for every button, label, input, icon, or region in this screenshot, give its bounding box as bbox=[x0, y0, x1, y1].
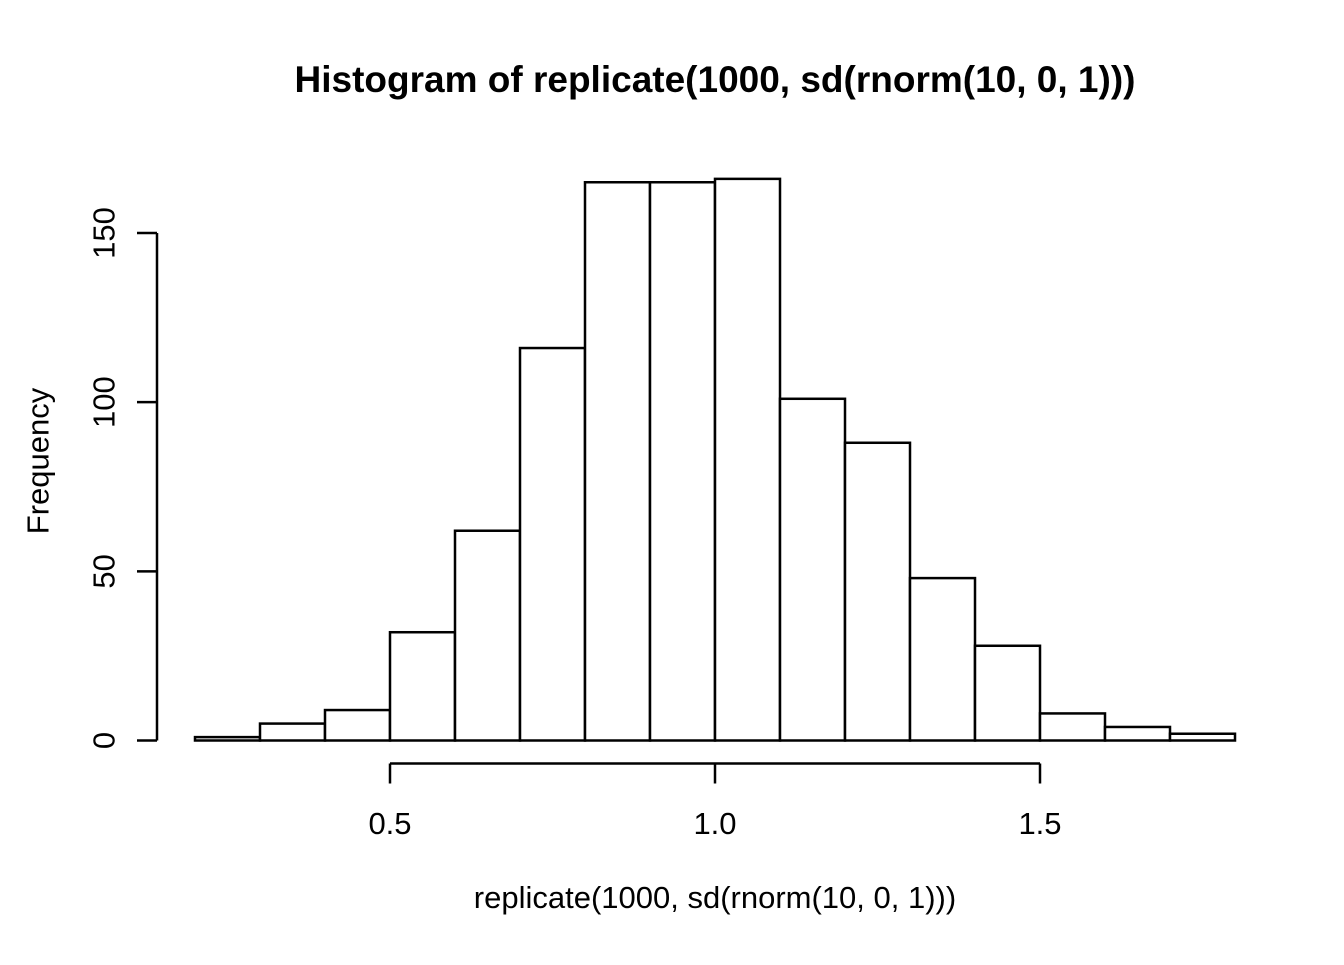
histogram-bar bbox=[1168, 732, 1237, 742]
histogram-bar bbox=[1038, 712, 1107, 742]
histogram-bar bbox=[323, 708, 392, 742]
histogram-bar bbox=[583, 181, 652, 742]
x-axis: 0.5 1.0 1.5 bbox=[368, 762, 1062, 841]
chart-title: Histogram of replicate(1000, sd(rnorm(10… bbox=[295, 59, 1136, 100]
histogram-bar bbox=[778, 397, 847, 742]
y-tick-label: 100 bbox=[87, 376, 122, 428]
histogram-bar bbox=[193, 735, 262, 742]
histogram-bar bbox=[258, 722, 327, 742]
x-tick-label: 0.5 bbox=[368, 806, 411, 841]
histogram-bar bbox=[1103, 725, 1172, 742]
y-axis-title: Frequency bbox=[21, 387, 56, 534]
bars-layer bbox=[193, 177, 1237, 742]
x-axis-title: replicate(1000, sd(rnorm(10, 0, 1))) bbox=[474, 880, 956, 915]
x-tick-label: 1.0 bbox=[693, 806, 736, 841]
y-tick-label: 50 bbox=[87, 554, 122, 588]
histogram-bar bbox=[648, 181, 717, 742]
y-tick-label: 150 bbox=[87, 207, 122, 259]
histogram-bar bbox=[453, 529, 522, 742]
histogram-bar bbox=[973, 644, 1042, 742]
histogram-bar bbox=[908, 576, 977, 742]
histogram-bar bbox=[713, 177, 782, 742]
x-tick-label: 1.5 bbox=[1018, 806, 1061, 841]
histogram-bar bbox=[843, 441, 912, 742]
histogram-bar bbox=[518, 346, 587, 742]
y-axis: 0 50 100 150 bbox=[87, 207, 159, 749]
y-tick-label: 0 bbox=[87, 732, 122, 749]
histogram-bar bbox=[388, 630, 457, 742]
